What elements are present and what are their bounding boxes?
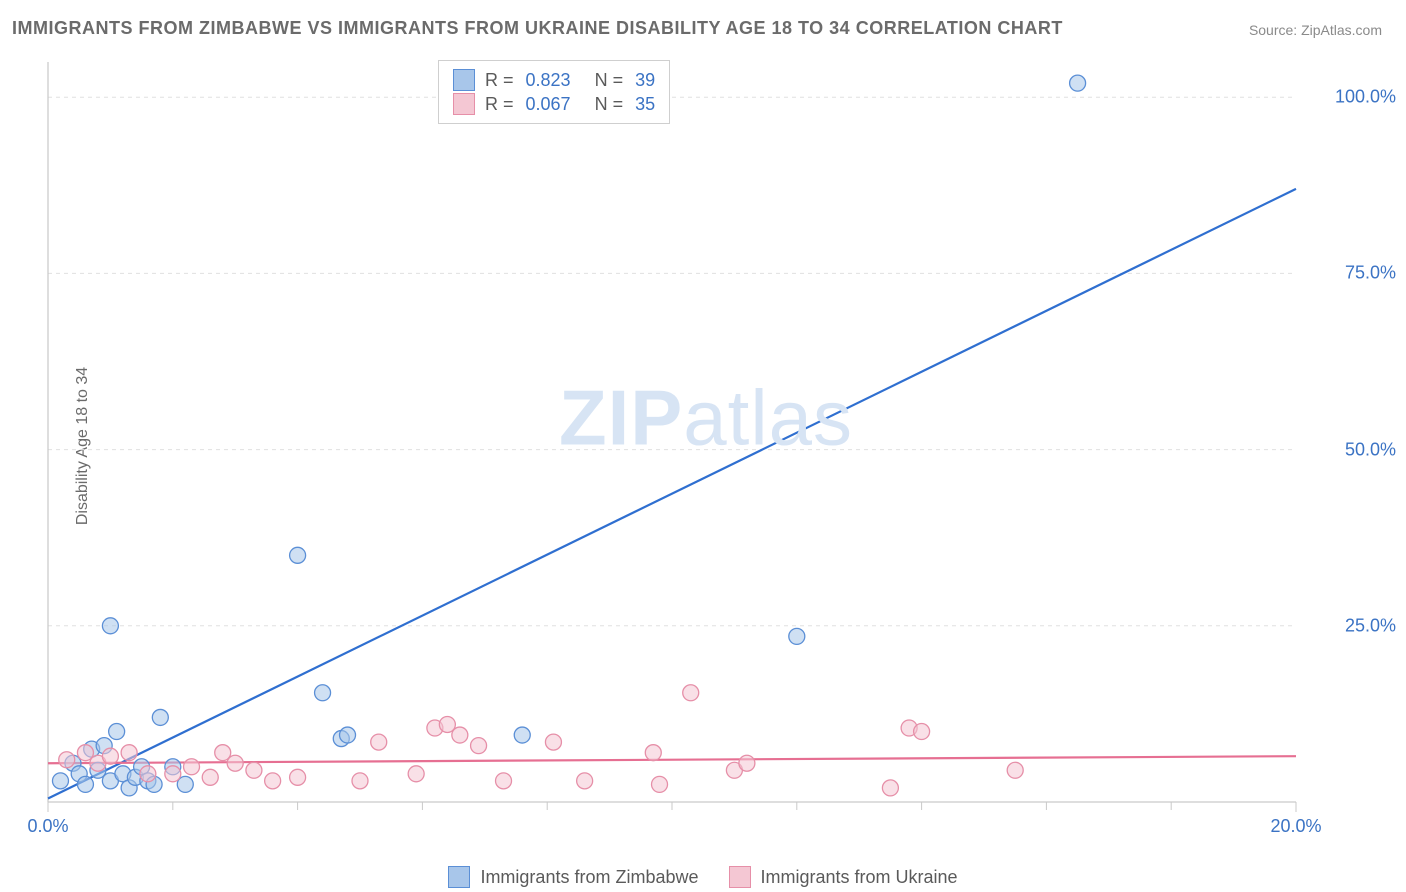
- chart-svg: [46, 56, 1366, 842]
- swatch-ukraine: [729, 866, 751, 888]
- legend-row-zimbabwe: R = 0.823 N = 39: [453, 69, 655, 91]
- source-attribution: Source: ZipAtlas.com: [1249, 22, 1382, 38]
- y-tick-label: 75.0%: [1345, 263, 1396, 284]
- r-value-zimbabwe: 0.823: [526, 70, 571, 91]
- r-label: R =: [485, 94, 514, 115]
- plot-area: ZIPatlas: [46, 56, 1366, 842]
- legend-series: Immigrants from Zimbabwe Immigrants from…: [0, 866, 1406, 888]
- n-value-zimbabwe: 39: [635, 70, 655, 91]
- r-label: R =: [485, 70, 514, 91]
- swatch-ukraine: [453, 93, 475, 115]
- swatch-zimbabwe: [453, 69, 475, 91]
- y-tick-label: 100.0%: [1335, 87, 1396, 108]
- x-tick-label: 20.0%: [1270, 816, 1321, 837]
- legend-label: Immigrants from Ukraine: [761, 867, 958, 888]
- legend-item-zimbabwe: Immigrants from Zimbabwe: [448, 866, 698, 888]
- y-tick-label: 25.0%: [1345, 615, 1396, 636]
- r-value-ukraine: 0.067: [526, 94, 571, 115]
- legend-label: Immigrants from Zimbabwe: [480, 867, 698, 888]
- y-tick-label: 50.0%: [1345, 439, 1396, 460]
- correlation-chart: IMMIGRANTS FROM ZIMBABWE VS IMMIGRANTS F…: [0, 0, 1406, 892]
- n-value-ukraine: 35: [635, 94, 655, 115]
- n-label: N =: [595, 94, 624, 115]
- legend-item-ukraine: Immigrants from Ukraine: [729, 866, 958, 888]
- legend-stats: R = 0.823 N = 39 R = 0.067 N = 35: [438, 60, 670, 124]
- x-tick-label: 0.0%: [27, 816, 68, 837]
- chart-title: IMMIGRANTS FROM ZIMBABWE VS IMMIGRANTS F…: [12, 18, 1063, 39]
- swatch-zimbabwe: [448, 866, 470, 888]
- n-label: N =: [595, 70, 624, 91]
- legend-row-ukraine: R = 0.067 N = 35: [453, 93, 655, 115]
